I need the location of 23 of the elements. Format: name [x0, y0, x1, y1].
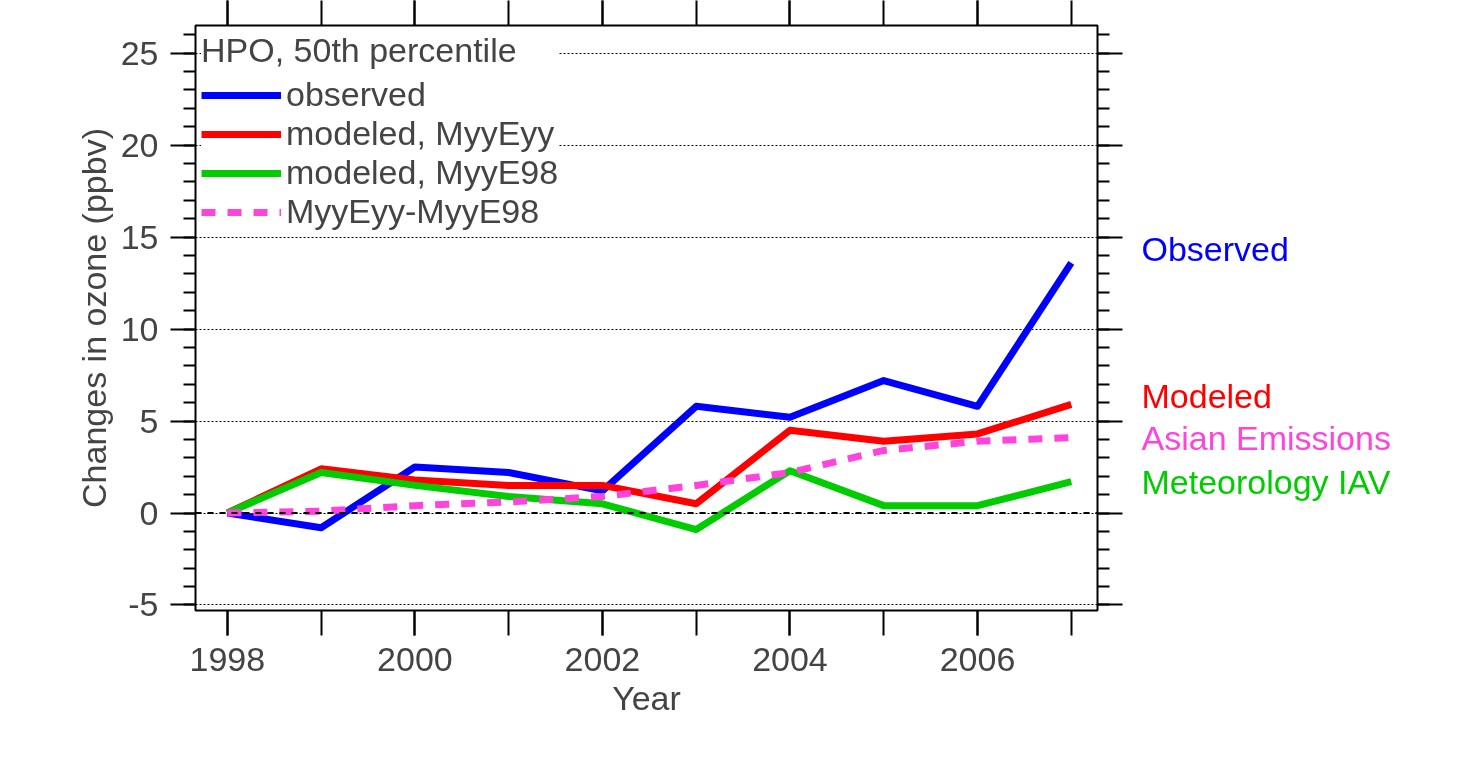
y-tick-label: 20 [120, 125, 159, 164]
text: Asian Emissions [1141, 418, 1391, 457]
x-axis-title: Year [612, 678, 681, 717]
x-tick-label: 2004 [752, 639, 828, 678]
y-axis-title: Changes in ozone (ppbv) [74, 128, 113, 508]
text: Observed [1141, 229, 1289, 268]
x-tick-label: 1998 [189, 639, 266, 678]
y-tick-label: 0 [139, 493, 159, 532]
x-tick-label: 2006 [939, 639, 1016, 678]
y-tick-label: -5 [128, 585, 159, 624]
legend-label: modeled, MyyE98 [286, 153, 559, 192]
y-tick-label: 25 [120, 33, 159, 72]
y-tick-label: 5 [139, 401, 159, 440]
legend-title: HPO, 50th percentile [201, 31, 518, 70]
x-tick-label: 2002 [564, 639, 641, 678]
y-tick-label: 15 [120, 217, 159, 256]
legend-label: modeled, MyyEyy [286, 114, 555, 153]
text: Modeled [1141, 376, 1272, 415]
legend-label: MyyEyy-MyyE98 [286, 192, 540, 231]
x-tick-label: 2000 [377, 639, 453, 678]
legend-label: observed [286, 75, 426, 114]
y-tick-label: 10 [120, 309, 159, 348]
text: Meteorology IAV [1141, 462, 1391, 501]
